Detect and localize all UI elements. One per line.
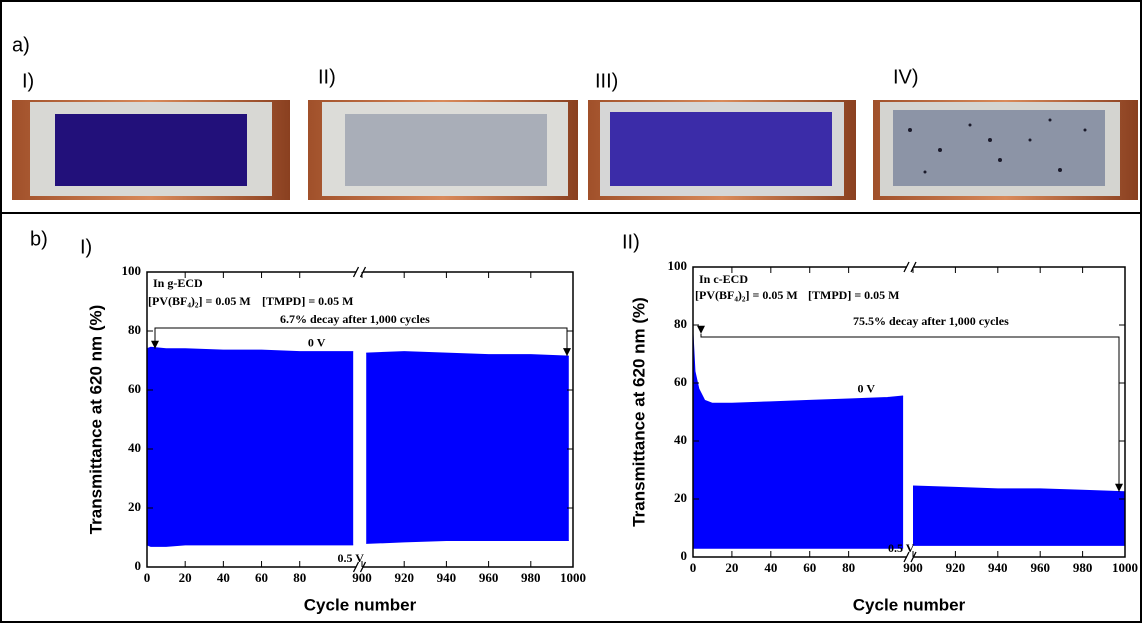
x-tick-label: 940 bbox=[437, 570, 457, 585]
y-tick-label: 20 bbox=[128, 499, 141, 514]
series-label: 0.5 V bbox=[888, 541, 915, 555]
annotation: 75.5% decay after 1,000 cycles bbox=[853, 314, 1009, 328]
x-tick-label: 0 bbox=[690, 560, 697, 575]
arrow-head bbox=[563, 348, 571, 357]
series-label: 0 V bbox=[858, 381, 876, 395]
photo bbox=[12, 100, 290, 200]
x-tick-label: 60 bbox=[803, 560, 816, 575]
x-tick-label: 920 bbox=[394, 570, 414, 585]
x-tick-label: 20 bbox=[725, 560, 738, 575]
x-tick-label: 0 bbox=[144, 570, 151, 585]
band-fill bbox=[147, 347, 354, 547]
series-label: 0 V bbox=[308, 335, 326, 349]
x-tick-label: 960 bbox=[479, 570, 499, 585]
arrow-head bbox=[697, 325, 705, 334]
y-tick-label: 60 bbox=[674, 374, 687, 389]
annotation: 6.7% decay after 1,000 cycles bbox=[280, 312, 430, 326]
axis-break bbox=[352, 266, 367, 278]
axis-break bbox=[907, 264, 913, 270]
axis-break bbox=[907, 554, 913, 560]
annotation: In g-ECD bbox=[153, 276, 203, 290]
photo-label: III) bbox=[595, 70, 618, 92]
y-axis-title: Transmittance at 620 nm (%) bbox=[629, 297, 648, 527]
envelope-line bbox=[693, 544, 1125, 549]
y-tick-label: 0 bbox=[135, 558, 142, 573]
x-tick-label: 900 bbox=[352, 570, 372, 585]
decay-arrow bbox=[700, 333, 1120, 492]
photo bbox=[588, 100, 856, 200]
x-tick-label: 1000 bbox=[560, 570, 586, 585]
x-tick-label: 1000 bbox=[1112, 560, 1138, 575]
band-fill bbox=[366, 351, 569, 544]
series-label: 0.5 V bbox=[338, 551, 365, 565]
y-tick-label: 100 bbox=[668, 258, 688, 273]
annotation: [PV(BF₄)₂] = 0.05 M bbox=[695, 288, 798, 302]
y-tick-label: 80 bbox=[128, 322, 141, 337]
y-tick-label: 100 bbox=[122, 263, 142, 278]
x-axis-title: Cycle number bbox=[853, 595, 966, 614]
x-tick-label: 60 bbox=[255, 570, 268, 585]
annotation: [TMPD] = 0.05 M bbox=[262, 294, 353, 308]
y-tick-label: 0 bbox=[681, 548, 688, 563]
x-tick-label: 80 bbox=[842, 560, 855, 575]
x-axis-title: Cycle number bbox=[304, 595, 417, 614]
x-tick-label: 960 bbox=[1030, 560, 1050, 575]
x-tick-label: 80 bbox=[293, 570, 306, 585]
arrow-head bbox=[151, 340, 159, 349]
decay-arrow bbox=[154, 327, 568, 357]
axis-break bbox=[352, 561, 367, 573]
x-tick-label: 20 bbox=[179, 570, 192, 585]
band-fill bbox=[693, 333, 904, 549]
envelope-line bbox=[146, 346, 569, 357]
panel-label: a) bbox=[12, 34, 30, 56]
x-tick-label: 40 bbox=[764, 560, 777, 575]
panel-label: II) bbox=[622, 231, 640, 253]
x-tick-label: 940 bbox=[988, 560, 1008, 575]
annotation: [PV(BF₄)₂] = 0.05 M bbox=[148, 294, 251, 308]
photo-label: IV) bbox=[893, 66, 919, 88]
band-fill bbox=[913, 485, 1125, 546]
axis-break bbox=[356, 269, 363, 275]
axis-break bbox=[356, 564, 363, 570]
photo bbox=[873, 100, 1138, 200]
y-axis-title: Transmittance at 620 nm (%) bbox=[86, 305, 105, 535]
panel-label: I) bbox=[80, 236, 92, 258]
panel-label: b) bbox=[30, 228, 48, 250]
x-tick-label: 980 bbox=[521, 570, 541, 585]
y-tick-label: 80 bbox=[674, 316, 687, 331]
annotation: [TMPD] = 0.05 M bbox=[808, 288, 899, 302]
photo-label: I) bbox=[22, 70, 34, 92]
envelope-line bbox=[146, 539, 569, 547]
photo-label: II) bbox=[318, 66, 336, 88]
annotation: In c-ECD bbox=[699, 272, 748, 286]
arrow-head bbox=[1115, 483, 1123, 492]
y-tick-label: 60 bbox=[128, 381, 141, 396]
x-tick-label: 40 bbox=[217, 570, 230, 585]
x-tick-label: 980 bbox=[1073, 560, 1093, 575]
y-tick-label: 40 bbox=[674, 432, 687, 447]
y-tick-label: 20 bbox=[674, 490, 687, 505]
x-tick-label: 900 bbox=[903, 560, 923, 575]
photo bbox=[308, 100, 578, 200]
y-tick-label: 40 bbox=[128, 440, 141, 455]
x-tick-label: 920 bbox=[946, 560, 966, 575]
